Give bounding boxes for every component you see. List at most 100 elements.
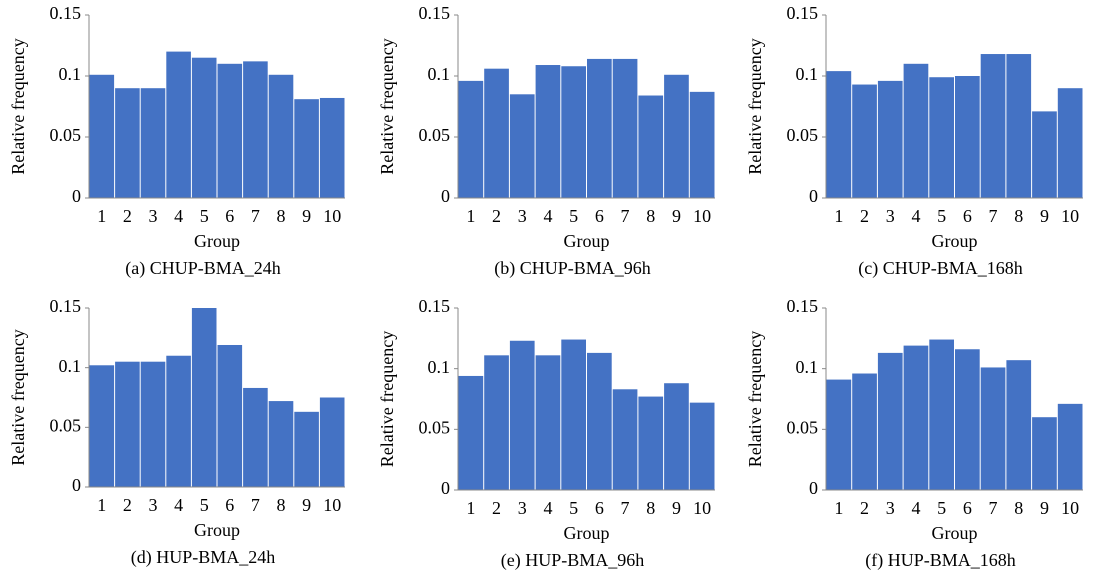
bar bbox=[115, 88, 140, 198]
y-tick-label: 0.1 bbox=[428, 357, 451, 377]
y-tick-label: 0.1 bbox=[796, 64, 819, 84]
x-tick-label: 7 bbox=[251, 206, 260, 226]
bar bbox=[166, 51, 191, 198]
x-tick-label: 1 bbox=[97, 206, 106, 226]
x-tick-label: 9 bbox=[672, 498, 681, 518]
bar bbox=[268, 401, 294, 487]
x-axis-label: Group bbox=[564, 523, 610, 543]
x-tick-label: 4 bbox=[911, 206, 920, 226]
x-tick-label: 10 bbox=[1061, 206, 1079, 226]
x-tick-label: 6 bbox=[595, 498, 604, 518]
y-tick-label: 0 bbox=[809, 186, 818, 206]
x-tick-label: 9 bbox=[1040, 206, 1049, 226]
bar bbox=[243, 387, 268, 487]
bar bbox=[458, 375, 484, 490]
y-tick-label: 0 bbox=[441, 186, 450, 206]
x-tick-label: 3 bbox=[149, 206, 158, 226]
bar bbox=[217, 63, 243, 198]
x-tick-label: 3 bbox=[518, 206, 527, 226]
x-tick-label: 9 bbox=[302, 206, 311, 226]
bar bbox=[1006, 360, 1032, 490]
x-tick-label: 3 bbox=[886, 498, 895, 518]
y-tick-label: 0.1 bbox=[59, 356, 82, 376]
x-tick-label: 2 bbox=[123, 206, 132, 226]
y-tick-label: 0 bbox=[441, 478, 450, 498]
x-tick-label: 10 bbox=[693, 498, 711, 518]
y-tick-label: 0.05 bbox=[787, 417, 819, 437]
x-tick-label: 1 bbox=[466, 206, 475, 226]
y-tick-label: 0.05 bbox=[419, 125, 451, 145]
y-axis-label: Relative frequency bbox=[377, 38, 397, 174]
x-tick-label: 3 bbox=[886, 206, 895, 226]
x-tick-label: 9 bbox=[302, 495, 311, 515]
x-tick-label: 5 bbox=[569, 498, 578, 518]
x-tick-label: 2 bbox=[860, 206, 869, 226]
x-tick-label: 5 bbox=[200, 495, 209, 515]
bar bbox=[664, 383, 689, 490]
bar bbox=[166, 355, 191, 487]
bar bbox=[689, 402, 715, 490]
x-tick-label: 10 bbox=[693, 206, 711, 226]
chart-title: (e) HUP-BMA_96h bbox=[501, 550, 645, 571]
y-tick-label: 0.05 bbox=[50, 415, 82, 435]
x-axis-label: Group bbox=[932, 523, 978, 543]
bar bbox=[955, 76, 980, 198]
bar bbox=[877, 80, 903, 198]
x-tick-label: 1 bbox=[466, 498, 475, 518]
y-tick-label: 0.1 bbox=[59, 64, 82, 84]
bar bbox=[1032, 417, 1057, 490]
bar bbox=[955, 349, 980, 490]
bar bbox=[509, 340, 535, 490]
x-tick-label: 1 bbox=[97, 495, 106, 515]
bar bbox=[484, 68, 509, 199]
bar bbox=[612, 389, 638, 490]
x-tick-label: 6 bbox=[595, 206, 604, 226]
x-tick-label: 10 bbox=[1061, 498, 1079, 518]
chart-title: (d) HUP-BMA_24h bbox=[131, 547, 276, 568]
bar bbox=[587, 352, 612, 490]
bar bbox=[458, 80, 484, 198]
x-tick-label: 5 bbox=[937, 498, 946, 518]
x-tick-label: 5 bbox=[200, 206, 209, 226]
x-tick-label: 7 bbox=[989, 498, 998, 518]
x-tick-label: 8 bbox=[277, 206, 286, 226]
x-tick-label: 7 bbox=[251, 495, 260, 515]
y-axis-label: Relative frequency bbox=[377, 331, 397, 467]
bar bbox=[115, 361, 140, 487]
bar bbox=[140, 361, 166, 487]
x-tick-label: 5 bbox=[937, 206, 946, 226]
x-tick-label: 8 bbox=[1014, 206, 1023, 226]
x-axis-label: Group bbox=[194, 520, 240, 540]
bar bbox=[852, 84, 877, 198]
x-tick-label: 2 bbox=[860, 498, 869, 518]
bar bbox=[664, 74, 689, 198]
bar bbox=[561, 339, 586, 490]
bar bbox=[191, 57, 217, 199]
bar bbox=[903, 345, 929, 490]
x-tick-label: 8 bbox=[646, 206, 655, 226]
bar bbox=[638, 396, 664, 490]
y-tick-label: 0.1 bbox=[428, 64, 451, 84]
x-tick-label: 10 bbox=[323, 495, 341, 515]
bar bbox=[852, 373, 877, 490]
chart-title: (c) CHUP-BMA_168h bbox=[858, 258, 1023, 279]
bar bbox=[535, 65, 561, 199]
y-tick-label: 0.15 bbox=[50, 296, 82, 316]
bar bbox=[191, 308, 217, 487]
y-tick-label: 0.05 bbox=[419, 417, 451, 437]
x-tick-label: 7 bbox=[621, 206, 630, 226]
bar bbox=[217, 344, 243, 487]
x-tick-label: 8 bbox=[646, 498, 655, 518]
x-tick-label: 4 bbox=[543, 498, 552, 518]
x-tick-label: 9 bbox=[672, 206, 681, 226]
bar bbox=[929, 77, 954, 198]
x-tick-label: 7 bbox=[989, 206, 998, 226]
x-tick-label: 8 bbox=[1014, 498, 1023, 518]
bar bbox=[319, 97, 345, 198]
bar bbox=[294, 411, 319, 487]
x-tick-label: 3 bbox=[149, 495, 158, 515]
x-tick-label: 1 bbox=[834, 498, 843, 518]
y-tick-label: 0.15 bbox=[787, 3, 819, 23]
